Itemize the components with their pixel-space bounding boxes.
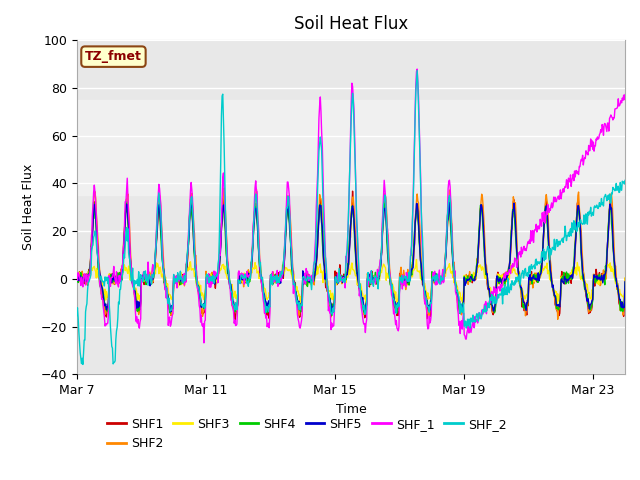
SHF5 xyxy=(357,288,365,294)
SHF3 xyxy=(73,273,81,278)
SHF2 xyxy=(147,275,155,280)
SHF4 xyxy=(328,312,335,318)
SHF4 xyxy=(184,239,192,244)
SHF_1 xyxy=(493,288,501,294)
SHF_1 xyxy=(358,305,365,311)
SHF_2 xyxy=(148,281,156,287)
SHF2 xyxy=(136,304,143,310)
SHF5 xyxy=(493,273,501,279)
SHF2 xyxy=(493,276,500,282)
SHF_1 xyxy=(404,278,412,284)
SHF1 xyxy=(404,273,412,278)
SHF2 xyxy=(404,266,412,272)
SHF5 xyxy=(147,274,155,280)
SHF_2 xyxy=(358,296,365,302)
SHF3 xyxy=(357,281,365,287)
Line: SHF5: SHF5 xyxy=(77,203,625,312)
SHF2 xyxy=(554,316,561,322)
Line: SHF_2: SHF_2 xyxy=(77,71,625,364)
SHF3 xyxy=(184,268,191,274)
SHF5 xyxy=(136,300,143,306)
SHF_1 xyxy=(73,271,81,277)
SHF4 xyxy=(123,199,131,204)
SHF4 xyxy=(358,302,366,308)
SHF1 xyxy=(358,300,366,306)
Line: SHF2: SHF2 xyxy=(77,188,625,319)
SHF5 xyxy=(621,279,629,285)
SHF1 xyxy=(136,301,143,307)
SHF3 xyxy=(403,276,411,281)
SHF4 xyxy=(493,276,501,282)
SHF1 xyxy=(621,276,629,281)
X-axis label: Time: Time xyxy=(335,403,366,416)
SHF4 xyxy=(73,278,81,284)
SHF5 xyxy=(404,279,412,285)
SHF1 xyxy=(493,273,501,279)
SHF1 xyxy=(184,248,191,253)
SHF2 xyxy=(220,185,228,191)
SHF5 xyxy=(361,309,369,315)
SHF2 xyxy=(184,256,191,262)
SHF_1 xyxy=(413,66,421,72)
SHF3 xyxy=(147,279,155,285)
SHF_2 xyxy=(136,280,144,286)
SHF4 xyxy=(621,280,629,286)
SHF5 xyxy=(445,200,453,205)
SHF1 xyxy=(73,277,81,283)
SHF2 xyxy=(73,274,81,279)
SHF_1 xyxy=(184,249,191,254)
SHF1 xyxy=(349,188,356,194)
SHF_2 xyxy=(79,361,86,367)
Line: SHF_1: SHF_1 xyxy=(77,69,625,343)
SHF4 xyxy=(136,306,144,312)
SHF3 xyxy=(413,257,420,263)
SHF1 xyxy=(147,278,155,284)
SHF2 xyxy=(358,296,365,302)
SHF4 xyxy=(148,281,156,287)
SHF_2 xyxy=(73,312,81,318)
Line: SHF3: SHF3 xyxy=(77,260,625,306)
SHF2 xyxy=(621,276,629,282)
SHF5 xyxy=(184,251,191,257)
Text: TZ_fmet: TZ_fmet xyxy=(85,50,142,63)
SHF3 xyxy=(621,275,629,281)
SHF_2 xyxy=(493,296,501,302)
SHF_1 xyxy=(136,325,143,331)
SHF_1 xyxy=(621,92,629,97)
Line: SHF1: SHF1 xyxy=(77,191,625,321)
Line: SHF4: SHF4 xyxy=(77,202,625,315)
Bar xyxy=(77,100,625,195)
Legend: SHF1, SHF2, SHF3, SHF4, SHF5, SHF_1, SHF_2: SHF1, SHF2, SHF3, SHF4, SHF5, SHF_1, SHF… xyxy=(102,413,512,455)
SHF1 xyxy=(231,318,239,324)
SHF5 xyxy=(73,277,81,283)
Title: Soil Heat Flux: Soil Heat Flux xyxy=(294,15,408,33)
Y-axis label: Soil Heat Flux: Soil Heat Flux xyxy=(22,164,35,251)
SHF_1 xyxy=(200,340,208,346)
SHF3 xyxy=(553,303,561,309)
SHF_1 xyxy=(147,278,155,284)
SHF_2 xyxy=(184,241,192,247)
SHF3 xyxy=(493,277,500,283)
SHF_2 xyxy=(621,178,629,183)
SHF_2 xyxy=(413,68,421,73)
SHF3 xyxy=(136,297,143,302)
SHF4 xyxy=(404,278,412,284)
SHF_2 xyxy=(404,277,412,283)
